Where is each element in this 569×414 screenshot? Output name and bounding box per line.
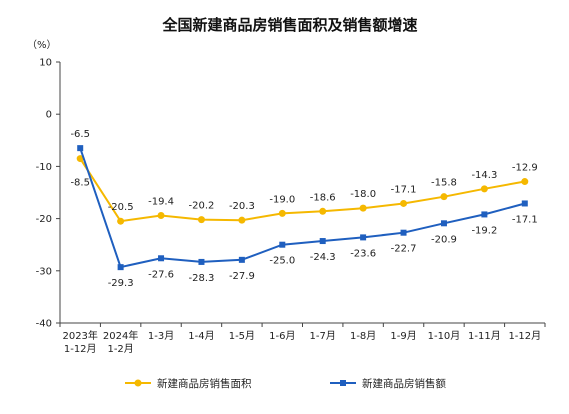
x-tick-label-line: 1-10月 — [428, 330, 461, 342]
x-tick-label-line: 1-12月 — [508, 330, 541, 342]
series-1-data-label: -24.3 — [310, 252, 336, 263]
chart-title: 全国新建商品房销售面积及销售额增速 — [161, 16, 417, 34]
y-axis-unit-label: （%） — [27, 39, 57, 51]
series-1-point — [440, 220, 447, 227]
series-0-point — [76, 155, 84, 163]
y-tick-label: 10 — [39, 58, 52, 69]
series-1-point — [521, 200, 528, 207]
x-tick-label-line: 1-12月 — [64, 343, 97, 355]
series-0-point — [400, 199, 408, 207]
series-1-point — [360, 234, 367, 241]
x-tick-label: 1-12月 — [508, 330, 541, 342]
series-0-point — [359, 204, 367, 212]
series-1-data-label: -17.1 — [512, 214, 538, 225]
series-0-point — [319, 207, 327, 215]
series-1-point — [238, 256, 245, 263]
series-line-0 — [79, 158, 525, 223]
x-tick-label: 1-6月 — [269, 330, 295, 342]
series-1-point — [77, 145, 84, 152]
series-1-data-label: -6.5 — [70, 129, 90, 140]
x-tick-label-line: 1-11月 — [468, 330, 501, 342]
series-0-data-label: -19.0 — [269, 194, 295, 205]
x-tick-label: 2024年 1-2月 — [103, 329, 138, 355]
series-0-point — [480, 185, 488, 193]
x-tick-label-line: 1-5月 — [229, 330, 255, 342]
x-tick-label: 1-3月 — [148, 330, 174, 342]
y-tick-label: -10 — [36, 162, 52, 173]
series-1-data-label: -22.7 — [391, 244, 417, 255]
series-1-data-label: -28.3 — [189, 273, 215, 284]
series-0-data-label: -14.3 — [471, 170, 497, 181]
series-0-point — [278, 209, 286, 217]
x-tick-label-line: 1-3月 — [148, 330, 174, 342]
series-0-point — [157, 211, 165, 219]
x-tick-label: 1-11月 — [468, 330, 501, 342]
series-0-data-label: -18.0 — [350, 189, 376, 200]
series-1-point — [481, 211, 488, 218]
x-tick-label: 2023年 1-12月 — [62, 329, 97, 355]
x-tick-label: 1-7月 — [310, 330, 336, 342]
series-0-data-label: -20.2 — [189, 201, 215, 212]
x-tick-label-line: 1-9月 — [390, 330, 416, 342]
series-line-1 — [79, 147, 526, 269]
series-1-data-label: -29.3 — [108, 278, 134, 289]
series-1-data-label: -25.0 — [269, 256, 295, 267]
series-layer — [76, 145, 529, 271]
series-0-data-label: -20.3 — [229, 201, 255, 212]
x-tick-label-line: 1-4月 — [188, 330, 214, 342]
series-1-point — [279, 241, 286, 248]
x-tick-label: 1-10月 — [428, 330, 461, 342]
y-tick-label: -30 — [36, 266, 52, 277]
series-0-data-label: -19.4 — [148, 196, 174, 207]
series-0-data-label: -15.8 — [431, 178, 457, 189]
series-1-point — [198, 258, 205, 265]
x-tick-label: 1-8月 — [350, 330, 376, 342]
x-tick-label-line: 1-6月 — [269, 330, 295, 342]
legend-marker-1 — [340, 380, 346, 386]
x-tick-label: 1-4月 — [188, 330, 214, 342]
legend-marker-0 — [134, 379, 142, 387]
series-1-point — [158, 255, 165, 262]
legend: 新建商品房销售面积 新建商品房销售额 — [125, 377, 446, 390]
series-1-data-label: -27.9 — [229, 271, 255, 282]
y-tick-label: 0 — [46, 110, 52, 121]
series-0-data-label: -12.9 — [512, 163, 538, 174]
series-0-data-label: -17.1 — [391, 184, 417, 195]
series-1-point — [400, 229, 407, 236]
series-1-data-label: -27.6 — [148, 269, 174, 280]
x-tick-label: 1-5月 — [229, 330, 255, 342]
legend-label-0: 新建商品房销售面积 — [157, 377, 252, 390]
series-0-point — [117, 217, 125, 225]
series-0-data-label: -8.5 — [70, 178, 90, 189]
series-1-point — [319, 238, 326, 245]
series-0-point — [521, 178, 529, 186]
series-1-data-label: -19.2 — [471, 225, 497, 236]
x-tick-label-line: 1-7月 — [310, 330, 336, 342]
series-0-point — [197, 216, 205, 224]
y-tick-label: -20 — [36, 214, 52, 225]
data-labels: -8.5 -20.5 -19.4 -20.2 -20.3 -19.0 -18.6 -18.0 -… — [70, 129, 537, 289]
series-0-point — [440, 193, 448, 201]
series-1-data-label: -20.9 — [431, 234, 457, 245]
x-tick-label-line: 1-8月 — [350, 330, 376, 342]
x-tick-label-line: 1-2月 — [107, 343, 133, 355]
x-tick-label-line: 2023年 — [62, 329, 97, 342]
x-tick-label-line: 2024年 — [103, 329, 138, 342]
series-0-data-label: -20.5 — [108, 202, 134, 213]
x-tick-label: 1-9月 — [390, 330, 416, 342]
series-1-point — [117, 264, 124, 271]
series-0-point — [238, 216, 246, 224]
y-tick-label: -40 — [36, 319, 52, 330]
series-0-data-label: -18.6 — [310, 192, 336, 203]
series-1-data-label: -23.6 — [350, 248, 376, 259]
legend-label-1: 新建商品房销售额 — [362, 377, 446, 390]
